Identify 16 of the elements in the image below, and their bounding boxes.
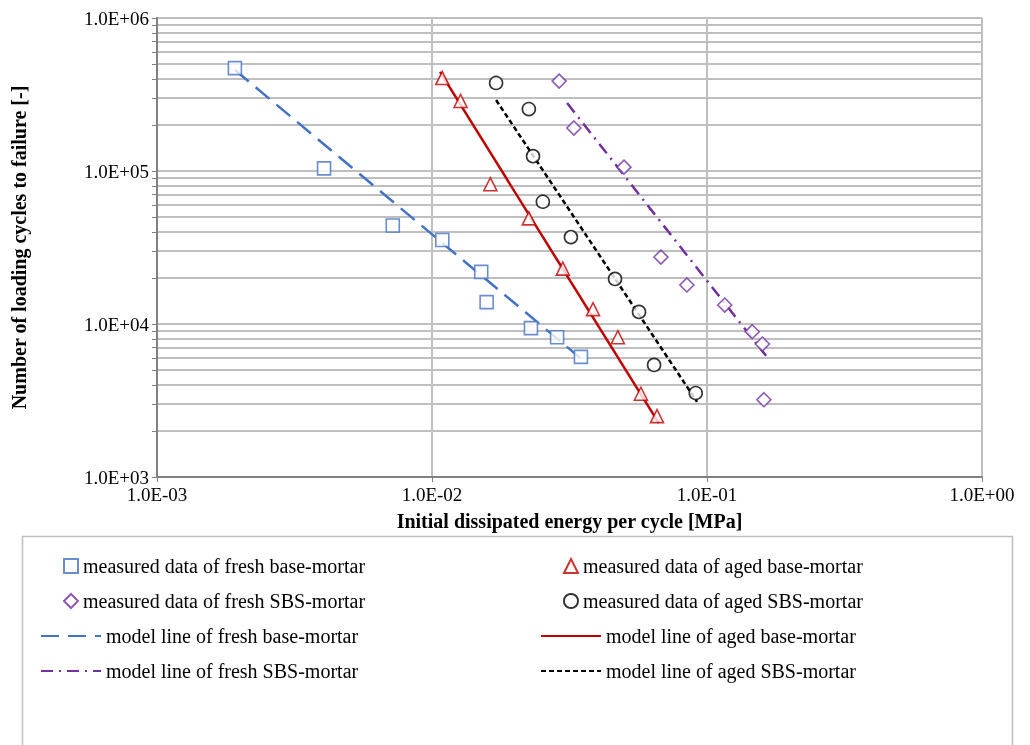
x-axis-title: Initial dissipated energy per cycle [MPa] (396, 510, 743, 533)
x-tick-label: 1.0E+00 (949, 484, 1015, 505)
legend-label: model line of aged SBS-mortar (606, 660, 857, 683)
legend-label: measured data of aged SBS-mortar (583, 590, 864, 613)
legend-label: model line of fresh base-mortar (106, 625, 359, 647)
y-tick-label: 1.0E+05 (83, 160, 149, 182)
x-tick-label: 1.0E-02 (401, 484, 463, 505)
legend-label: measured data of aged base-mortar (583, 555, 864, 578)
legend-label: model line of aged base-mortar (606, 625, 857, 648)
x-tick-label: 1.0E-01 (676, 484, 738, 505)
y-axis-title: Number of loading cycles to failure [-] (8, 85, 31, 410)
legend-label: model line of fresh SBS-mortar (106, 660, 359, 682)
y-tick-label: 1.0E+06 (83, 7, 149, 29)
y-tick-label: 1.0E+04 (83, 313, 150, 335)
legend-label: measured data of fresh SBS-mortar (83, 590, 366, 612)
legend-label: measured data of fresh base-mortar (83, 555, 366, 577)
